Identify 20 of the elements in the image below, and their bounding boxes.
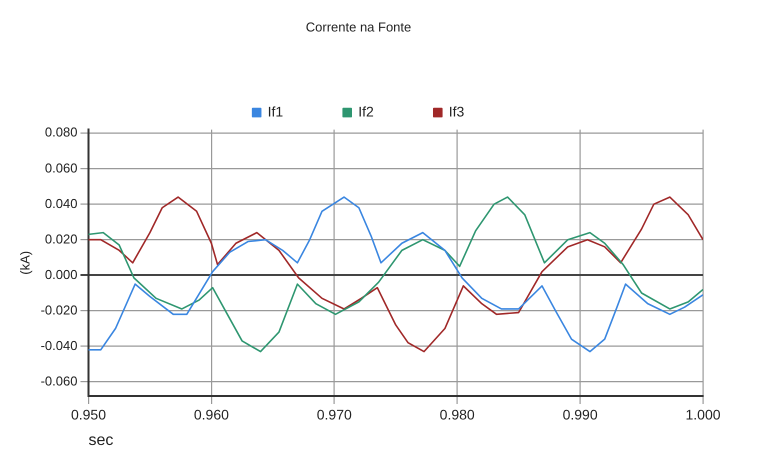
chart-title: Corrente na Fonte (306, 19, 412, 34)
y-tick-label: -0.060 (40, 373, 78, 388)
legend-label: If3 (448, 103, 465, 120)
legend-label: If1 (268, 103, 284, 120)
y-tick-label: 0.080 (44, 124, 78, 140)
x-tick-label: 0.950 (70, 406, 106, 422)
x-tick-label: 0.980 (440, 406, 475, 422)
y-axis-title: (kA) (17, 250, 32, 275)
y-tick-label: -0.040 (40, 338, 78, 353)
x-axis-title: sec (88, 432, 114, 449)
x-tick-label: 0.990 (562, 406, 598, 422)
y-tick-label: -0.020 (40, 302, 78, 318)
y-tick-label: 0.040 (44, 196, 78, 211)
y-tick-label: 0.060 (44, 160, 78, 176)
x-tick-label: 0.960 (194, 406, 230, 422)
legend-label: If2 (358, 103, 374, 120)
y-tick-label: 0.020 (44, 231, 78, 246)
x-tick-label: 1.000 (685, 406, 721, 422)
x-tick-label: 0.970 (316, 406, 352, 422)
y-tick-label: 0.000 (44, 266, 78, 282)
